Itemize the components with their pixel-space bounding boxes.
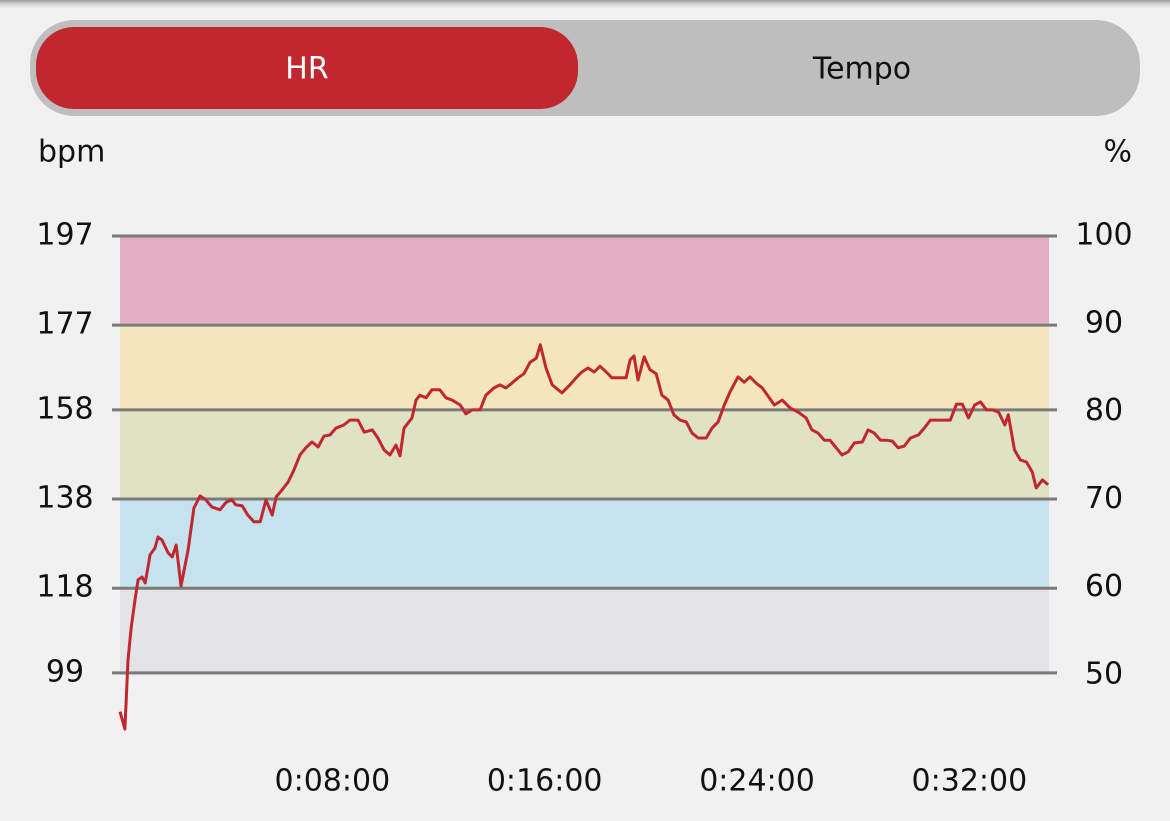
y2-tick-label: 50	[1085, 657, 1123, 692]
x-tick-label: 0:08:00	[275, 764, 391, 799]
y-tick-label: 177	[36, 307, 93, 342]
y2-tick-label: 80	[1085, 393, 1123, 428]
zone-band	[120, 323, 1049, 412]
tab-label[interactable]: HR	[285, 52, 328, 87]
tab-label[interactable]: Tempo	[812, 52, 911, 87]
y2-axis-label: %	[1103, 135, 1132, 170]
y-axis-label: bpm	[38, 135, 105, 170]
x-tick-label: 0:24:00	[699, 764, 815, 799]
y2-tick-label: 100	[1075, 218, 1132, 253]
y-tick-label: 197	[36, 218, 93, 253]
y-tick-label: 118	[36, 570, 93, 605]
tab-active[interactable]	[36, 27, 578, 109]
zone-band	[120, 411, 1049, 500]
y2-tick-label: 90	[1085, 305, 1123, 340]
y-tick-label: 138	[36, 481, 93, 516]
y-tick-label: 99	[46, 654, 84, 689]
top-shadow	[0, 0, 1170, 10]
hr-line	[118, 343, 1050, 731]
y2-tick-label: 60	[1085, 569, 1123, 604]
y-tick-label: 158	[36, 391, 93, 426]
zone-band	[120, 499, 1049, 588]
x-tick-label: 0:16:00	[487, 764, 603, 799]
zone-band	[120, 236, 1049, 324]
y2-tick-label: 70	[1085, 481, 1123, 516]
x-tick-label: 0:32:00	[912, 764, 1028, 799]
zone-band	[120, 587, 1049, 676]
